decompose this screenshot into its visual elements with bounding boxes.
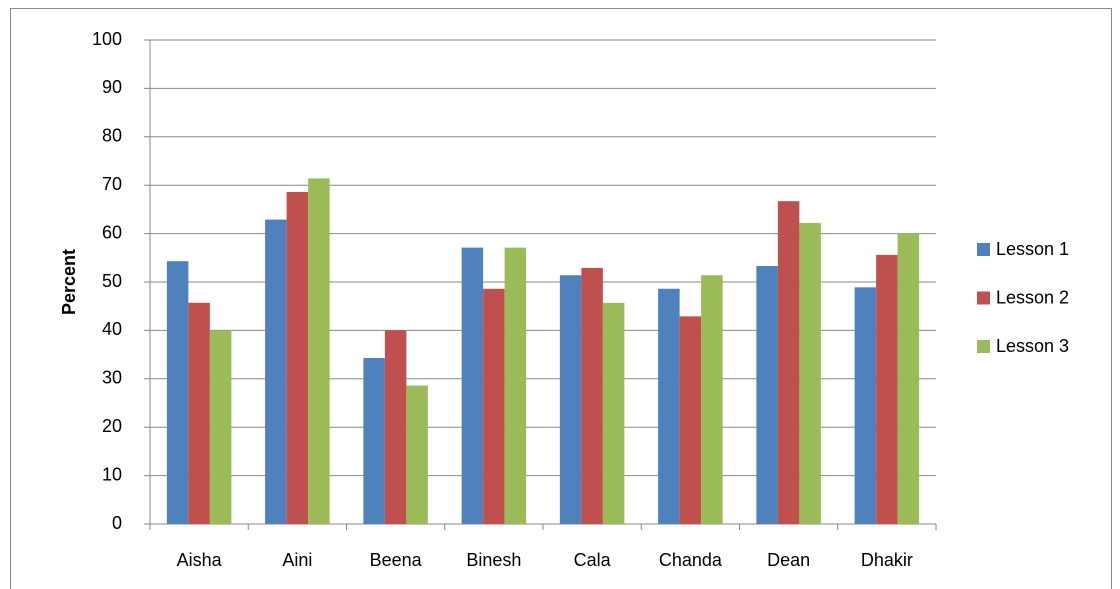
- y-axis-label: Percent: [59, 249, 79, 315]
- legend-label: Lesson 2: [996, 287, 1069, 307]
- legend-swatch: [977, 243, 990, 256]
- bar: [483, 288, 505, 524]
- bar: [504, 247, 527, 525]
- y-tick-label: 100: [92, 29, 122, 49]
- bar: [188, 302, 210, 524]
- x-tick-label: Beena: [370, 550, 423, 570]
- x-tick-label: Aisha: [177, 550, 223, 570]
- bar: [701, 275, 723, 524]
- legend-swatch: [977, 291, 990, 305]
- y-tick-label: 30: [102, 368, 122, 388]
- bar: [209, 330, 232, 524]
- bar: [384, 330, 407, 524]
- y-tick-label: 70: [102, 174, 122, 194]
- bar: [777, 201, 800, 524]
- y-tick-label: 80: [102, 126, 122, 146]
- bar: [286, 191, 309, 524]
- y-tick-label: 10: [102, 464, 122, 484]
- bar: [559, 275, 582, 524]
- x-tick-label: Dean: [767, 550, 810, 570]
- bar: [363, 357, 385, 524]
- y-tick-label: 90: [102, 77, 122, 97]
- x-tick-label: Cala: [574, 550, 612, 570]
- bar: [756, 266, 778, 524]
- bar: [166, 261, 189, 524]
- bar: [679, 316, 702, 524]
- legend-swatch: [977, 340, 990, 353]
- bar: [876, 254, 898, 524]
- y-tick-label: 50: [102, 271, 122, 291]
- bar: [854, 287, 877, 524]
- bar: [897, 233, 920, 524]
- bar: [658, 288, 680, 524]
- bar: [406, 385, 428, 524]
- bar: [799, 222, 821, 524]
- x-tick-label: Binesh: [466, 550, 521, 570]
- bar: [602, 302, 625, 524]
- bar: [265, 219, 287, 524]
- y-tick-label: 0: [112, 513, 122, 533]
- legend-label: Lesson 3: [996, 336, 1069, 356]
- bar: [581, 267, 603, 524]
- x-tick-label: Chanda: [659, 550, 723, 570]
- bar: [308, 178, 330, 524]
- x-tick-label: Aini: [282, 550, 312, 570]
- y-tick-label: 20: [102, 416, 122, 436]
- bar: [461, 247, 484, 525]
- y-tick-label: 60: [102, 222, 122, 242]
- legend-label: Lesson 1: [996, 239, 1069, 259]
- x-tick-label: Dhakir: [861, 550, 913, 570]
- y-tick-label: 40: [102, 319, 122, 339]
